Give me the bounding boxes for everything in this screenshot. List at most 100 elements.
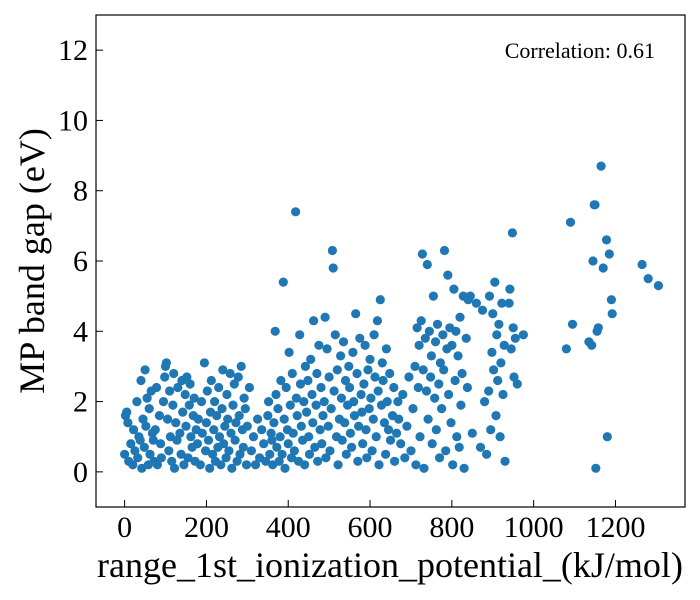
data-point [222, 389, 232, 400]
data-point [156, 439, 166, 449]
data-point [400, 453, 410, 463]
data-point [404, 372, 414, 382]
data-point [328, 263, 338, 273]
data-point [374, 460, 384, 470]
data-point [168, 400, 178, 410]
data-point [300, 460, 310, 470]
data-point [477, 305, 488, 315]
data-point [232, 456, 242, 466]
data-point [510, 333, 520, 343]
y-tick-label: 12 [58, 34, 88, 67]
data-point [432, 319, 443, 329]
data-point [357, 407, 367, 417]
data-point [426, 351, 436, 361]
data-point [338, 337, 349, 347]
correlation-annotation: Correlation: 0.61 [505, 38, 655, 63]
data-point [266, 428, 276, 438]
x-tick-label: 1000 [504, 511, 564, 544]
data-point [263, 411, 273, 421]
data-point [233, 372, 243, 382]
data-point [212, 411, 222, 421]
data-point [123, 418, 133, 428]
data-point [329, 386, 339, 396]
data-point [439, 365, 449, 375]
data-point [363, 365, 373, 375]
data-point [210, 397, 220, 407]
data-point [218, 365, 228, 375]
data-point [253, 414, 263, 424]
data-point [281, 382, 291, 393]
data-point [453, 351, 463, 361]
data-point [314, 340, 324, 350]
data-point [239, 393, 249, 403]
data-point [394, 414, 404, 424]
data-point [413, 382, 423, 393]
data-point [289, 446, 299, 456]
data-point [303, 375, 313, 386]
data-point [441, 446, 451, 456]
data-point [324, 372, 334, 382]
x-axis-label: range_1st_ionization_potential_(kJ/mol) [97, 545, 683, 585]
data-point [195, 460, 205, 470]
data-point [122, 407, 132, 417]
data-point [349, 411, 360, 421]
data-point [450, 375, 460, 386]
data-point [216, 460, 226, 470]
data-point [320, 312, 330, 322]
data-point [423, 414, 433, 424]
data-point [264, 397, 274, 407]
y-axis: 0 2 4 6 8 10 12 [58, 34, 103, 489]
data-point [418, 365, 428, 375]
data-point [231, 418, 241, 428]
data-point [506, 344, 516, 354]
data-point [489, 365, 499, 375]
data-point [152, 460, 162, 470]
data-point [327, 245, 337, 256]
data-point [452, 432, 462, 442]
data-point [484, 291, 495, 301]
data-point [219, 439, 229, 449]
data-point [360, 340, 370, 350]
data-point [208, 449, 218, 459]
data-point [471, 298, 481, 308]
data-point [330, 330, 340, 340]
data-point [379, 418, 389, 428]
data-point [370, 372, 380, 382]
data-point [347, 442, 357, 452]
data-point [352, 368, 362, 379]
data-point [604, 249, 614, 259]
data-point [455, 312, 465, 322]
data-point [465, 291, 475, 301]
data-point [490, 277, 500, 287]
data-point [340, 418, 350, 428]
data-point [136, 375, 146, 386]
data-point [355, 333, 365, 343]
x-tick-label: 1200 [585, 511, 645, 544]
data-point [142, 393, 152, 403]
data-point [396, 439, 406, 449]
data-point [367, 446, 377, 456]
data-point [497, 298, 507, 308]
data-point [144, 404, 154, 414]
data-point [431, 425, 441, 435]
data-point [206, 375, 216, 386]
data-point [383, 425, 394, 435]
data-point [354, 421, 364, 431]
data-point [226, 428, 236, 438]
data-point [288, 428, 298, 438]
data-point [304, 449, 315, 459]
data-point [508, 323, 518, 333]
data-point [459, 463, 469, 473]
data-point [318, 411, 328, 421]
data-point [601, 235, 612, 245]
data-point [257, 425, 267, 435]
data-point [309, 316, 319, 326]
x-tick-label: 400 [266, 511, 311, 544]
data-point [341, 449, 351, 459]
data-point [607, 309, 617, 319]
data-point [344, 361, 354, 371]
data-point [345, 382, 355, 393]
data-point [284, 347, 294, 357]
data-point [229, 379, 239, 389]
